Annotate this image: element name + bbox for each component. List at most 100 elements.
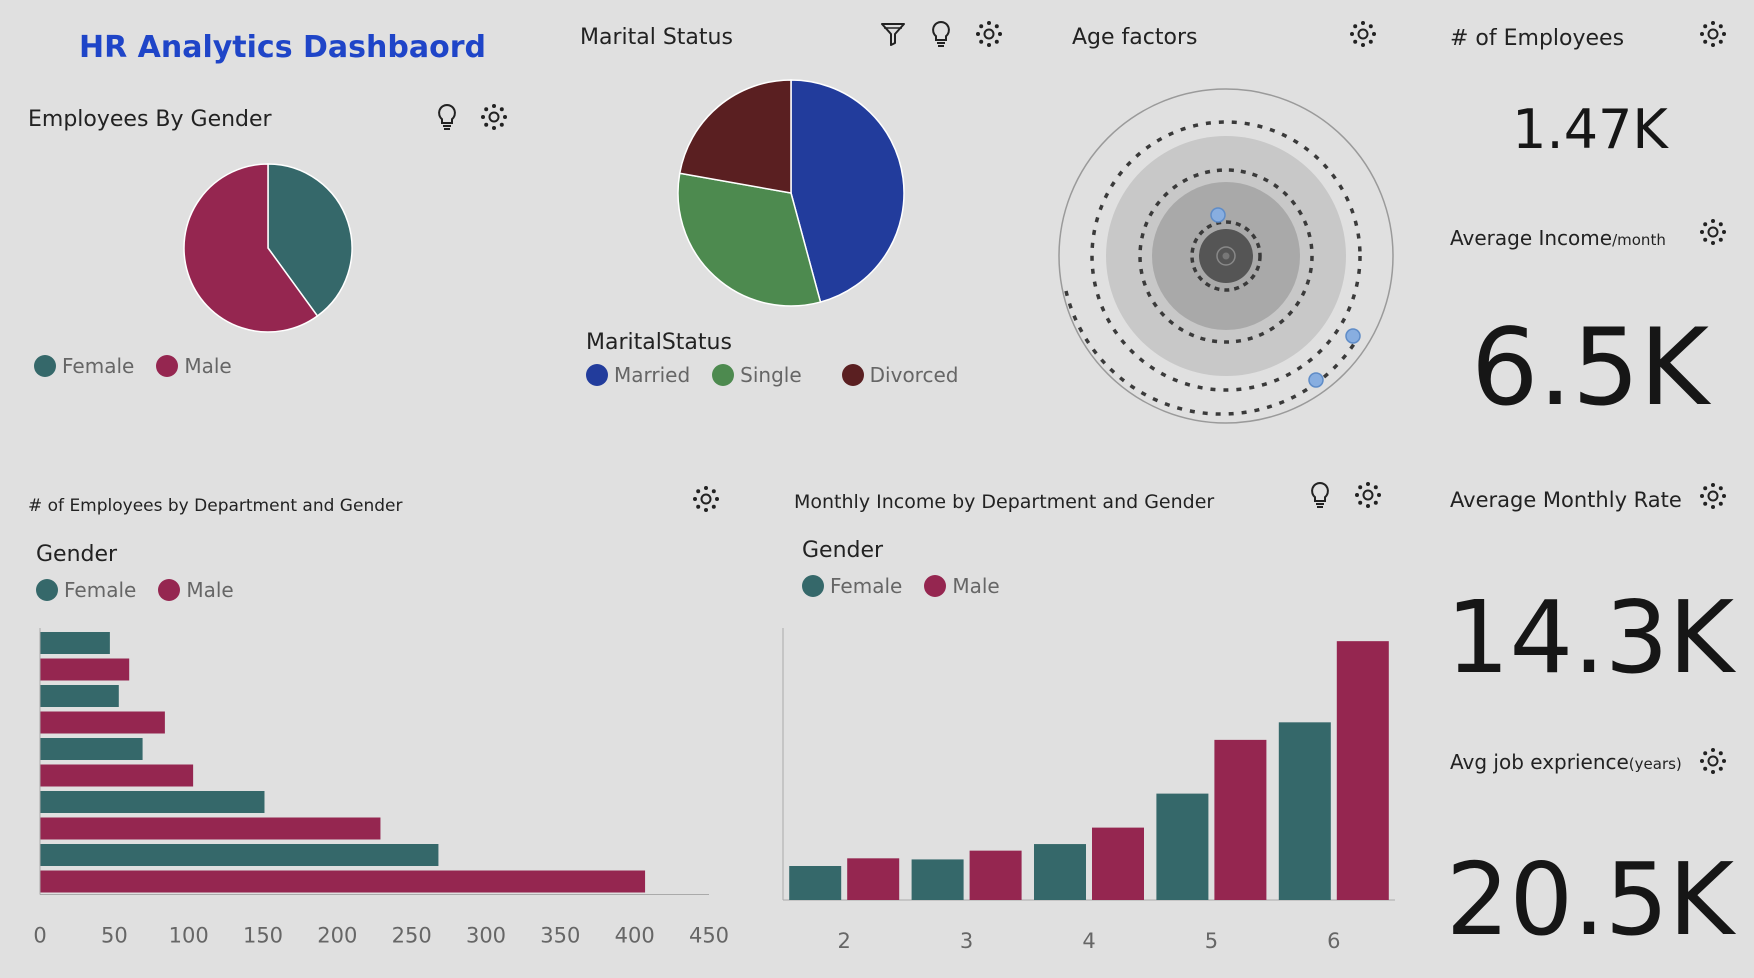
legend-item-female[interactable]: Female (36, 578, 136, 602)
bar-male[interactable] (40, 870, 646, 893)
legend-item-male[interactable]: Male (158, 578, 234, 602)
legend-swatch (34, 355, 56, 377)
bar-female[interactable] (1278, 722, 1331, 900)
settings-gear-icon[interactable] (691, 484, 721, 514)
orbit-marker[interactable] (1308, 372, 1324, 388)
pie-slice-married[interactable] (790, 79, 905, 304)
legend-swatch (156, 355, 179, 377)
x-tick-label: 150 (243, 924, 283, 948)
bar-male[interactable] (1092, 827, 1144, 900)
bar-male[interactable] (40, 658, 130, 681)
bar-male[interactable] (40, 817, 381, 840)
core-ring (1216, 246, 1236, 266)
bar-female[interactable] (40, 632, 110, 654)
kpi-income-value: 6.5K (1470, 306, 1710, 429)
settings-gear-icon[interactable] (1698, 19, 1728, 49)
bar-female[interactable] (40, 738, 143, 760)
dotted-orbit-4 (1064, 290, 1358, 416)
legend-label: Male (184, 354, 232, 378)
bar-male[interactable] (1214, 739, 1267, 900)
income-bar-title: Monthly Income by Department and Gender (794, 491, 1215, 513)
bar-male[interactable] (969, 850, 1022, 900)
legend-label: Married (614, 363, 691, 387)
legend-item-married[interactable]: Married (586, 363, 690, 387)
lightbulb-icon[interactable] (1305, 480, 1335, 510)
x-tick-label: 3 (960, 929, 973, 953)
settings-gear-icon[interactable] (1353, 480, 1383, 510)
settings-gear-icon[interactable] (974, 19, 1004, 49)
legend-item-male[interactable]: Male (156, 354, 232, 378)
filter-icon[interactable] (878, 19, 908, 49)
kpi-rate-value: 14.3K (1445, 579, 1735, 696)
orbit-marker[interactable] (1210, 207, 1226, 223)
dept-bar-title: # of Employees by Department and Gender (28, 496, 403, 516)
bar-male[interactable] (40, 764, 194, 787)
x-tick-label: 400 (615, 924, 655, 948)
legend-item-divorced[interactable]: Divorced (841, 363, 958, 387)
dotted-orbit-2 (1138, 168, 1314, 344)
orbit-marker[interactable] (1345, 328, 1361, 344)
kpi-rate-label: Average Monthly Rate (1450, 488, 1682, 512)
kpi-employees-label: # of Employees (1450, 26, 1625, 51)
legend-swatch (36, 579, 58, 601)
income-bar-chart[interactable]: 2 3 4 5 6 (760, 620, 1410, 960)
x-tick-label: 300 (466, 924, 506, 948)
x-tick-label: 100 (169, 924, 209, 948)
legend-label: Female (64, 578, 137, 602)
bar-female[interactable] (40, 844, 439, 866)
bar-female[interactable] (789, 866, 842, 900)
legend-item-single[interactable]: Single (712, 363, 802, 387)
lightbulb-icon[interactable] (432, 102, 462, 132)
x-tick-label: 450 (689, 924, 729, 948)
x-tick-label: 2 (838, 929, 851, 953)
legend-swatch (586, 364, 608, 386)
marital-pie-chart[interactable] (674, 76, 908, 310)
bar-female[interactable] (40, 791, 265, 813)
legend-item-male[interactable]: Male (924, 574, 1000, 598)
income-bar-legend-title: Gender (802, 538, 884, 563)
legend-label: Male (952, 574, 1000, 598)
bar-male[interactable] (1336, 641, 1389, 900)
marital-chart-title: Marital Status (580, 25, 733, 50)
x-tick-label: 4 (1082, 929, 1095, 953)
gender-pie-chart[interactable] (180, 160, 356, 336)
x-tick-label: 6 (1327, 929, 1340, 953)
bar-male[interactable] (40, 711, 165, 734)
pie-slice-female[interactable] (267, 163, 353, 318)
x-tick-label: 5 (1205, 929, 1218, 953)
lightbulb-icon[interactable] (926, 19, 956, 49)
legend-swatch (841, 364, 864, 386)
pie-slice-single[interactable] (677, 172, 822, 307)
age-factors-title: Age factors (1072, 25, 1198, 50)
gender-pie-legend: Female Male (34, 354, 232, 378)
settings-gear-icon[interactable] (1348, 19, 1378, 49)
kpi-experience-value: 20.5K (1445, 841, 1735, 958)
dotted-orbit-3 (1090, 120, 1362, 392)
kpi-income-label-text: Average Income (1450, 226, 1613, 250)
settings-gear-icon[interactable] (479, 102, 509, 132)
legend-item-female[interactable]: Female (802, 574, 902, 598)
outer-ring (1058, 88, 1394, 424)
kpi-experience-label-unit: (years) (1628, 755, 1682, 773)
pie-slice-divorced[interactable] (678, 79, 792, 194)
core-dot (1222, 252, 1230, 260)
legend-label: Single (740, 363, 802, 387)
pie-slice-male[interactable] (183, 163, 319, 333)
legend-swatch (802, 575, 824, 597)
settings-gear-icon[interactable] (1698, 481, 1728, 511)
dept-bar-legend-title: Gender (36, 542, 118, 567)
dept-bar-chart[interactable]: 0 50 100 150 200 250 300 350 400 450 (0, 620, 760, 960)
bar-female[interactable] (1034, 844, 1086, 900)
legend-item-female[interactable]: Female (34, 354, 134, 378)
bar-female[interactable] (1156, 793, 1209, 900)
bar-female[interactable] (911, 859, 964, 900)
x-tick-label: 250 (392, 924, 432, 948)
x-tick-label: 200 (317, 924, 357, 948)
settings-gear-icon[interactable] (1698, 746, 1728, 776)
age-factors-radial-visual[interactable] (1056, 86, 1396, 426)
bar-female[interactable] (40, 685, 119, 707)
dept-bar-legend: Female Male (36, 578, 234, 602)
kpi-income-label-unit: /month (1612, 231, 1666, 249)
bar-male[interactable] (847, 858, 900, 900)
settings-gear-icon[interactable] (1698, 217, 1728, 247)
